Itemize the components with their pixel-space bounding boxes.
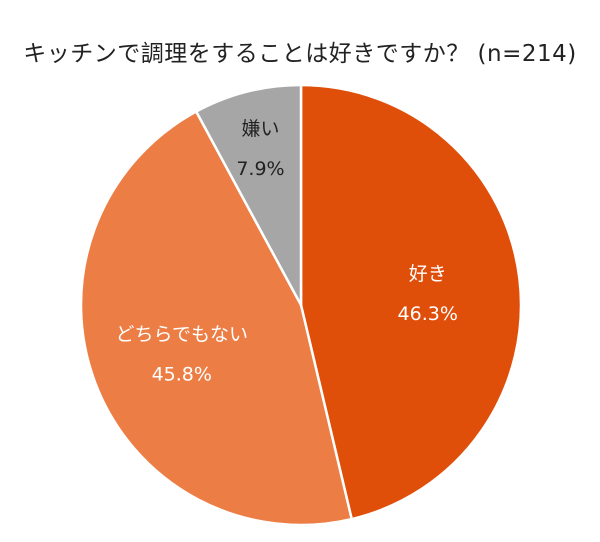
pie-slice bbox=[79, 109, 354, 527]
slice-category-label: 好き bbox=[409, 263, 447, 285]
slice-value-label: 7.9% bbox=[236, 158, 284, 180]
slice-category-label: どちらでもない bbox=[116, 323, 248, 345]
slice-value-label: 45.8% bbox=[152, 363, 212, 385]
pie-slice bbox=[194, 83, 303, 306]
chart-title: キッチンで調理をすることは好きですか？ (n=214) bbox=[23, 41, 577, 67]
slice-category-label: 嫌い bbox=[241, 118, 279, 140]
pie-slice bbox=[299, 83, 523, 521]
slice-value-label: 46.3% bbox=[398, 303, 458, 325]
